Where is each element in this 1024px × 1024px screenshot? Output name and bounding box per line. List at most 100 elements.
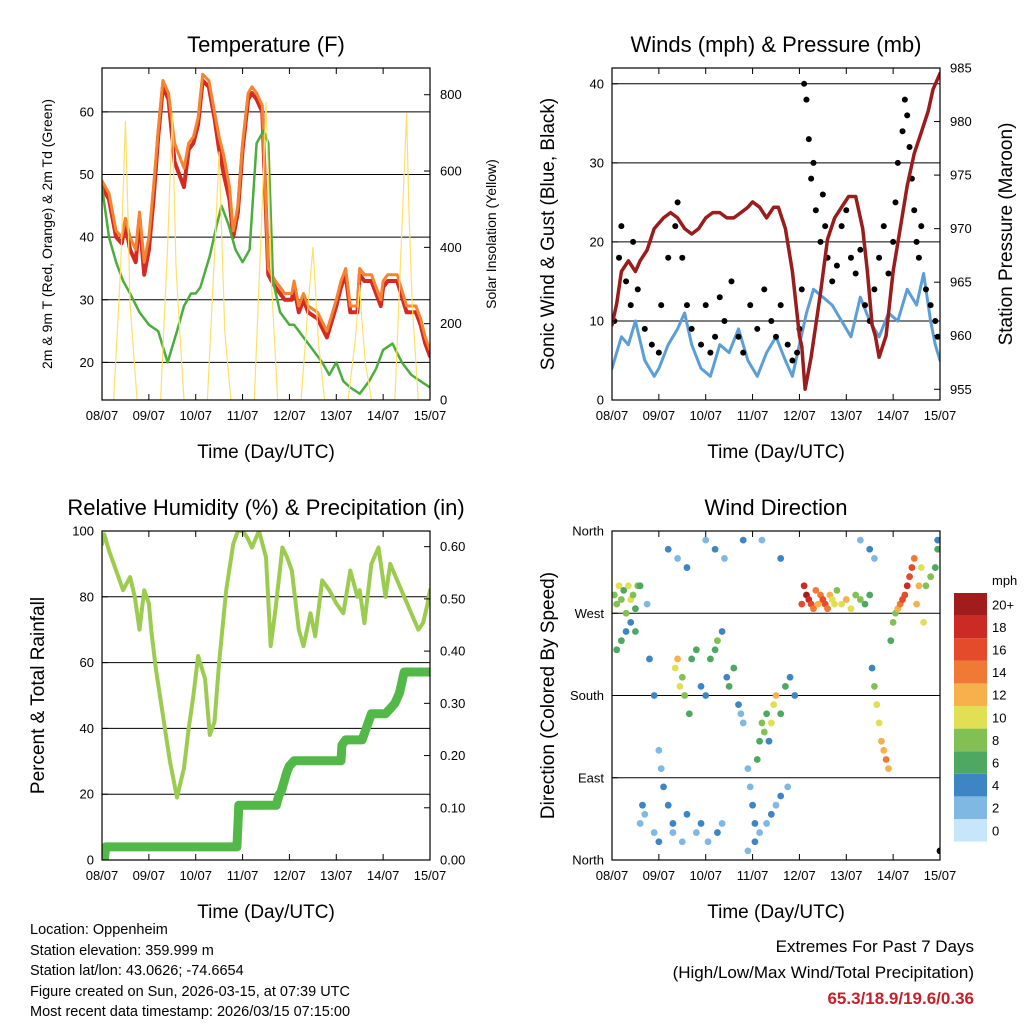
x-tick-label: 10/07 <box>179 868 212 883</box>
gust-point <box>819 191 826 198</box>
gust-point <box>674 199 681 206</box>
direction-point <box>674 555 681 562</box>
gust-point <box>871 286 878 293</box>
gust-point <box>777 302 784 309</box>
x-axis-label: Time (Day/UTC) <box>707 442 845 463</box>
direction-point <box>664 801 672 809</box>
legend-label: 18 <box>992 620 1006 635</box>
station-latlon: Station lat/lon: 43.0626; -74.6654 <box>30 963 244 979</box>
legend-swatch <box>954 819 987 842</box>
direction-point <box>777 555 785 562</box>
direction-point <box>885 765 892 773</box>
direction-point <box>871 555 878 562</box>
plot-area-temperature <box>102 72 430 400</box>
direction-point <box>721 555 728 562</box>
panel-winds: 08/07 09/07 10/07 11/07 12/07 13/07 14/07 15/07… <box>538 32 1017 463</box>
gust-point <box>641 325 648 332</box>
gust-point <box>784 341 791 348</box>
y-right-tick-label: 0.60 <box>440 539 465 554</box>
direction-point <box>936 847 940 855</box>
gust-point <box>740 349 747 356</box>
gust-point <box>634 286 641 293</box>
x-tick-label: 10/07 <box>689 868 722 883</box>
extremes-subtitle: (High/Low/Max Wind/Total Precipitation) <box>672 963 974 982</box>
direction-point <box>627 618 635 626</box>
gust-point <box>683 302 690 309</box>
legend-swatch <box>954 683 987 706</box>
x-tick-label: 09/07 <box>133 408 166 423</box>
direction-point <box>692 646 700 654</box>
y-tick-label: 30 <box>80 292 94 307</box>
direction-point <box>646 655 653 663</box>
direction-point <box>842 596 850 603</box>
direction-point <box>620 587 628 594</box>
gust-point <box>812 207 819 214</box>
legend-swatch <box>954 660 987 684</box>
direction-point <box>725 682 733 690</box>
gust-point <box>655 349 662 356</box>
plot-area-winds <box>612 71 940 392</box>
gust-point <box>803 96 810 103</box>
gust-point <box>716 294 723 301</box>
gust-point <box>876 254 883 261</box>
direction-point <box>871 682 878 690</box>
gust-point <box>901 96 908 103</box>
legend-swatch <box>954 706 987 729</box>
gust-point <box>904 112 911 119</box>
y-right-tick-label: 0.50 <box>440 591 465 606</box>
x-tick-label: 15/07 <box>414 408 447 423</box>
gust-point <box>794 349 801 356</box>
gust-point <box>829 278 836 285</box>
direction-point <box>669 829 677 836</box>
y-right-tick-label: 985 <box>950 61 972 76</box>
direction-point <box>615 582 623 590</box>
gust-point <box>630 238 637 245</box>
x-tick-label: 09/07 <box>643 868 676 883</box>
legend-label: 8 <box>992 733 999 748</box>
extremes-block: Extremes For Past 7 Days (High/Low/Max W… <box>673 934 974 1012</box>
gust-point <box>789 357 796 364</box>
direction-point <box>852 591 860 599</box>
gust-point <box>712 333 719 340</box>
direction-point <box>772 801 780 809</box>
y-tick-label: 20 <box>590 234 604 249</box>
direction-point <box>756 829 763 836</box>
recent-timestamp: Most recent data timestamp: 2026/03/15 0… <box>30 1004 351 1020</box>
direction-point <box>910 555 918 562</box>
direction-point <box>772 692 780 699</box>
station-info: Location: Oppenheim Station elevation: 3… <box>30 920 350 1023</box>
legend-label: 14 <box>992 665 1006 680</box>
series-solar-insolation <box>102 101 430 400</box>
y-tick-label: 30 <box>590 155 604 170</box>
legend-swatch <box>954 615 987 639</box>
plot-area-direction <box>612 536 940 855</box>
direction-point <box>669 820 677 827</box>
direction-point <box>784 783 792 791</box>
direction-point <box>612 591 618 599</box>
direction-point <box>641 810 649 818</box>
direction-point <box>913 600 920 608</box>
x-tick-label: 15/07 <box>414 868 447 883</box>
x-tick-label: 09/07 <box>133 868 166 883</box>
gust-point <box>698 341 705 348</box>
direction-point <box>889 618 897 626</box>
y-tick-label: 0 <box>87 853 94 868</box>
direction-point <box>873 701 881 709</box>
direction-point <box>868 664 876 672</box>
series-relative-humidity <box>102 531 430 800</box>
direction-point <box>655 746 663 754</box>
y-right-tick-label: 200 <box>440 316 462 331</box>
direction-point <box>723 673 731 681</box>
y-tick-label: 60 <box>80 104 94 119</box>
x-tick-label: 15/07 <box>924 868 957 883</box>
gust-point <box>857 246 864 253</box>
y-right-tick-label: 955 <box>950 382 972 397</box>
x-tick-label: 14/07 <box>367 868 400 883</box>
gust-point <box>885 270 892 277</box>
panel-humidity: 08/07 09/07 10/07 11/07 12/07 13/07 14/07 15/07… <box>28 495 465 923</box>
chart-title: Wind Direction <box>704 495 847 520</box>
legend-swatch <box>954 773 987 797</box>
direction-point <box>901 591 909 599</box>
series-total-precipitation <box>102 667 430 860</box>
y-axis-label: Percent & Total Rainfall <box>28 597 49 794</box>
